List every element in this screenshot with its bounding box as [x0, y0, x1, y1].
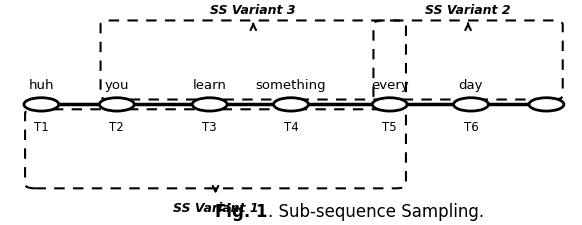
- Text: T3: T3: [203, 120, 217, 133]
- Circle shape: [453, 98, 488, 112]
- Text: learn: learn: [193, 79, 226, 92]
- Text: . Sub-sequence Sampling.: . Sub-sequence Sampling.: [268, 202, 484, 220]
- Circle shape: [24, 98, 59, 112]
- Text: Fig. 1. Sub-sequence Sampling.: Fig. 1. Sub-sequence Sampling.: [161, 202, 421, 220]
- Circle shape: [274, 98, 308, 112]
- Circle shape: [192, 98, 227, 112]
- Circle shape: [529, 98, 564, 112]
- Text: you: you: [105, 79, 129, 92]
- Text: SS Variant 2: SS Variant 2: [425, 4, 511, 16]
- Circle shape: [100, 98, 134, 112]
- Text: T5: T5: [382, 120, 397, 133]
- Text: Fig. 1: Fig. 1: [215, 202, 268, 220]
- Text: SS Variant 1: SS Variant 1: [173, 201, 258, 214]
- Text: T6: T6: [464, 120, 478, 133]
- Text: T1: T1: [34, 120, 49, 133]
- Text: every: every: [371, 79, 409, 92]
- Text: day: day: [459, 79, 483, 92]
- Text: huh: huh: [29, 79, 54, 92]
- Text: T2: T2: [109, 120, 124, 133]
- Text: T4: T4: [283, 120, 299, 133]
- Circle shape: [372, 98, 407, 112]
- Text: something: something: [255, 79, 327, 92]
- Text: SS Variant 3: SS Variant 3: [211, 4, 296, 16]
